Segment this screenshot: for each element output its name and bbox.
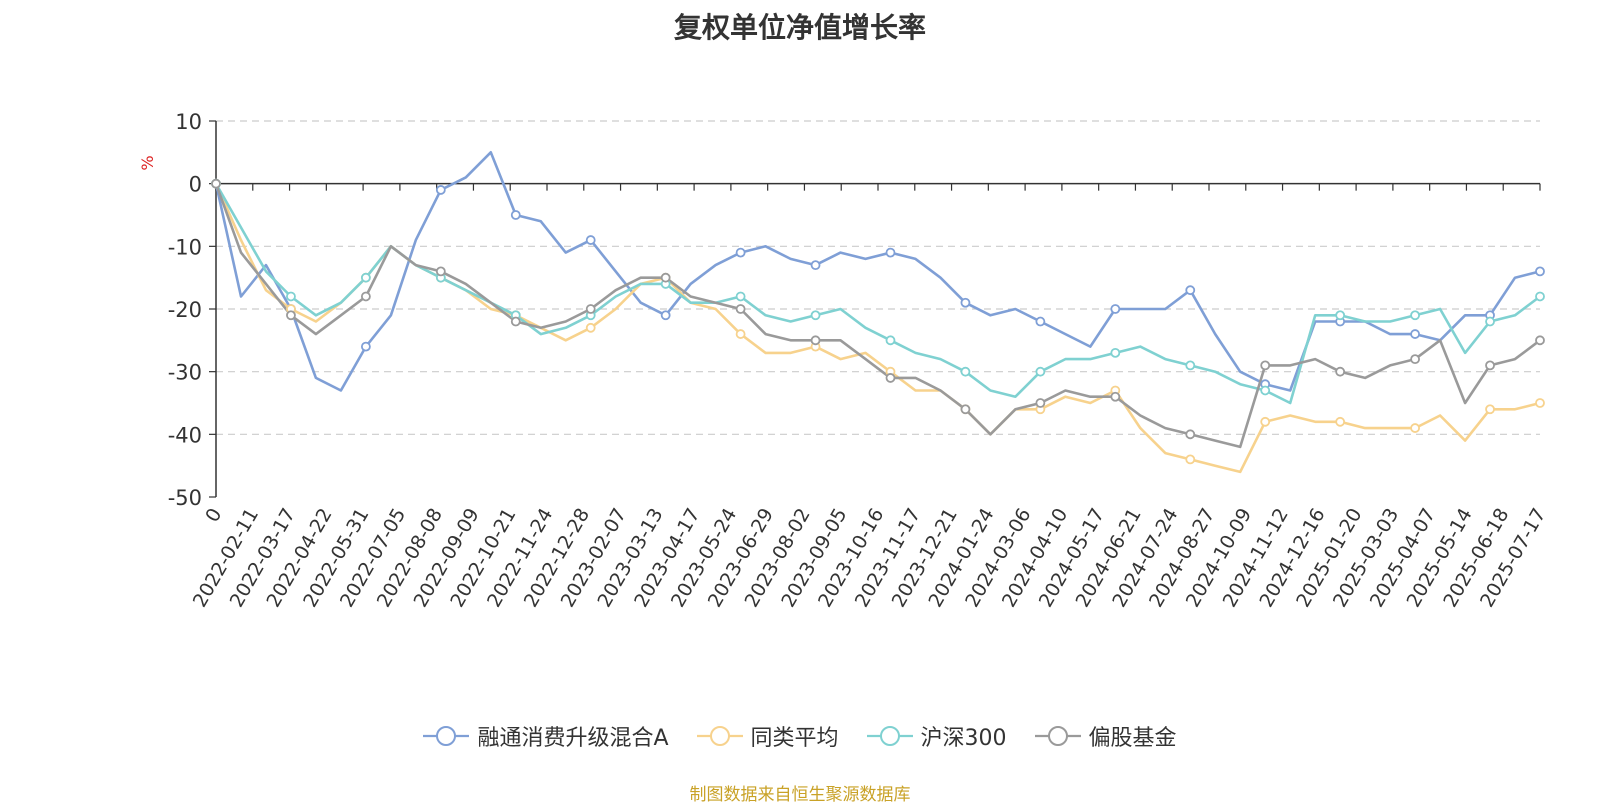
- y-tick-label: -20: [168, 298, 202, 322]
- series-point-0: [360, 341, 371, 352]
- series-point-3: [1535, 335, 1545, 346]
- x-tick-label: 0: [201, 505, 226, 526]
- series-point-0: [960, 297, 971, 308]
- y-tick-label: 0: [189, 173, 202, 197]
- y-tick-label: 10: [175, 110, 202, 134]
- series-point-0: [1110, 304, 1121, 314]
- series-point-1: [1535, 398, 1545, 408]
- series-point-2: [1035, 366, 1046, 377]
- y-tick-label: -40: [168, 423, 202, 447]
- legend-swatch-icon: [696, 726, 743, 746]
- legend-item[interactable]: 同类平均: [696, 720, 839, 752]
- series-point-2: [360, 272, 371, 283]
- series-point-3: [1035, 398, 1046, 408]
- series-point-0: [1185, 285, 1196, 296]
- series-point-3: [810, 335, 821, 346]
- series-point-2: [1110, 347, 1121, 358]
- series-point-3: [211, 178, 221, 189]
- legend-label: 偏股基金: [1088, 726, 1177, 751]
- series-point-3: [286, 310, 296, 321]
- series-point-3: [735, 304, 746, 314]
- series-point-1: [735, 329, 746, 339]
- series-point-2: [1485, 316, 1495, 327]
- y-tick-label: -50: [168, 486, 202, 510]
- series-point-3: [585, 304, 596, 314]
- legend-label: 同类平均: [750, 726, 839, 751]
- series-point-0: [1410, 329, 1420, 339]
- series-point-2: [1535, 291, 1545, 302]
- series-point-3: [360, 291, 371, 302]
- series-point-3: [1185, 429, 1196, 440]
- series-point-3: [1260, 360, 1271, 371]
- series-point-1: [1335, 416, 1346, 427]
- series-point-0: [660, 310, 671, 321]
- y-tick-label: -30: [168, 361, 202, 385]
- y-tick-label: -10: [168, 235, 202, 259]
- legend-swatch-icon: [866, 726, 913, 746]
- series-point-3: [435, 266, 446, 277]
- series-point-3: [660, 272, 671, 283]
- legend-item[interactable]: 沪深300: [866, 720, 1007, 752]
- legend-label: 沪深300: [920, 726, 1007, 751]
- series-line-0: [214, 151, 1541, 392]
- series-point-3: [1110, 391, 1121, 402]
- series-point-3: [1410, 354, 1420, 365]
- grid-lines: [216, 120, 1540, 435]
- series-point-3: [885, 373, 896, 383]
- series-point-2: [1335, 310, 1346, 321]
- legend-swatch-icon: [423, 726, 470, 746]
- series-point-0: [1535, 266, 1545, 277]
- legend: 融通消费升级混合A 同类平均 沪深300 偏股基金: [0, 720, 1600, 752]
- series-point-2: [1185, 360, 1196, 371]
- line-chart: 100-10-20-30-40-5002022-02-112022-03-172…: [138, 110, 1551, 611]
- series-point-1: [585, 322, 596, 333]
- legend-label: 融通消费升级混合A: [477, 726, 669, 751]
- series-point-0: [435, 185, 446, 195]
- series-point-2: [885, 335, 896, 346]
- series-point-2: [286, 291, 296, 302]
- series-point-2: [810, 310, 821, 321]
- series-point-0: [585, 235, 596, 245]
- series-point-0: [510, 210, 521, 220]
- y-axis-unit: %: [138, 155, 157, 170]
- chart-title: 复权单位净值增长率: [673, 11, 926, 44]
- series-point-0: [735, 247, 746, 258]
- series-point-0: [885, 247, 896, 258]
- series-point-1: [1485, 404, 1495, 415]
- legend-item[interactable]: 偏股基金: [1034, 720, 1177, 752]
- series-point-3: [510, 316, 521, 327]
- series-point-1: [1260, 416, 1271, 427]
- series-line-1: [214, 183, 1541, 474]
- series-markers: [211, 178, 1545, 465]
- source-note: 制图数据来自恒生聚源数据库: [689, 785, 911, 805]
- series-point-3: [1485, 360, 1495, 371]
- legend-item[interactable]: 融通消费升级混合A: [423, 720, 669, 752]
- legend-swatch-icon: [1034, 726, 1081, 746]
- series-point-2: [1260, 385, 1271, 396]
- series-point-2: [735, 291, 746, 302]
- series-point-0: [1035, 316, 1046, 327]
- series-point-3: [960, 404, 971, 415]
- series-point-2: [960, 366, 971, 377]
- series-point-2: [1410, 310, 1420, 321]
- series-point-1: [1185, 454, 1196, 465]
- series-point-0: [810, 260, 821, 271]
- series-point-1: [1410, 423, 1420, 433]
- series-point-3: [1335, 366, 1346, 377]
- axes: 100-10-20-30-40-5002022-02-112022-03-172…: [168, 110, 1551, 611]
